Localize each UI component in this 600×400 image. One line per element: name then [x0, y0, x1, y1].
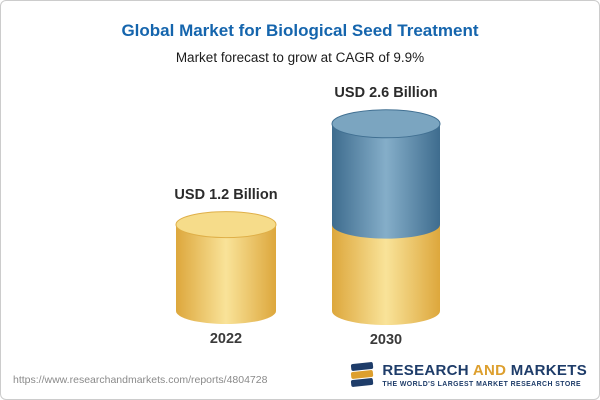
source-url[interactable]: https://www.researchandmarkets.com/repor…	[13, 374, 268, 386]
logo-word-markets: MARKETS	[510, 362, 587, 379]
bar-segment-2022-gold	[176, 224, 276, 324]
logo-text: RESEARCH AND MARKETS THE WORLD'S LARGEST…	[382, 362, 587, 388]
x-axis-label-2030: 2030	[369, 332, 403, 348]
logo-books-icon	[351, 362, 374, 387]
bar-value-label-2022: USD 1.2 Billion	[174, 186, 278, 203]
bar-segment-2030-blue	[332, 123, 440, 239]
chart-subtitle: Market forecast to grow at CAGR of 9.9%	[175, 50, 425, 65]
x-axis-label-2022: 2022	[209, 331, 243, 347]
bars-group	[175, 109, 441, 325]
logo-wordmark: RESEARCH AND MARKETS	[382, 362, 587, 379]
logo-tagline: THE WORLD'S LARGEST MARKET RESEARCH STOR…	[382, 381, 582, 388]
bar-cap-2030	[331, 109, 441, 139]
logo-word-research: RESEARCH	[382, 362, 469, 379]
logo-word-and: AND	[472, 362, 507, 379]
chart-title: Global Market for Biological Seed Treatm…	[121, 21, 479, 40]
bar-value-label-2030: USD 2.6 Billion	[334, 84, 438, 101]
research-and-markets-logo: RESEARCH AND MARKETS THE WORLD'S LARGEST…	[349, 360, 587, 390]
bar-cap-2022	[175, 211, 277, 239]
bar-segment-2030-gold	[332, 224, 440, 325]
